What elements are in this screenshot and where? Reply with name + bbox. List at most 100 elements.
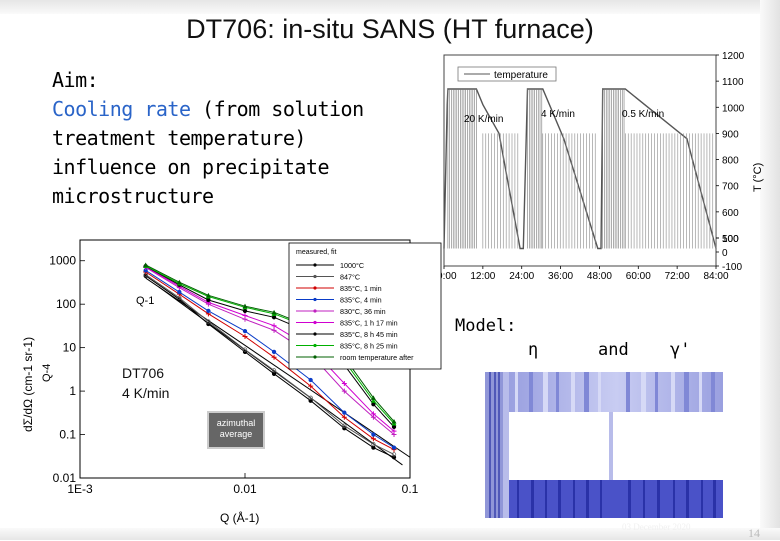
sans-data-point xyxy=(370,411,376,417)
sans-y-axis-label: dΣ/dΩ (cm-1 sr-1) xyxy=(21,337,35,432)
sans-data-point xyxy=(342,423,347,428)
azimuthal-average-label: azimuthal average xyxy=(216,418,256,439)
sans-data-point xyxy=(371,402,376,407)
model-stripe xyxy=(494,372,496,518)
model-stripe xyxy=(498,372,500,518)
temperature-y-tick-label: 600 xyxy=(722,208,739,219)
sans-data-point xyxy=(308,398,313,403)
sans-legend-marker xyxy=(313,332,317,336)
sans-data-point xyxy=(143,262,149,267)
temperature-x-tick-label: 60:00 xyxy=(626,271,651,282)
sans-data-point xyxy=(177,289,182,295)
model-stripe xyxy=(558,480,561,518)
sans-data-point xyxy=(206,319,211,324)
sans-data-point xyxy=(391,428,397,434)
model-stripe xyxy=(686,480,689,518)
sans-data-point xyxy=(341,414,347,420)
sans-data-point xyxy=(206,297,211,303)
sans-x-tick-label: 1E-3 xyxy=(67,482,93,496)
model-stripe xyxy=(586,480,589,518)
aim-line-3: influence on precipitate xyxy=(52,155,329,179)
aim-text-block: Aim: Cooling rate (from solution treatme… xyxy=(52,66,364,211)
sans-data-point xyxy=(242,334,248,340)
sans-legend-label: 835°C, 8 h 45 min xyxy=(340,330,398,339)
temperature-y-tick-label: 700 xyxy=(722,182,739,193)
temperature-legend-box xyxy=(457,66,557,82)
model-stripe xyxy=(573,480,575,518)
sans-data-point xyxy=(176,279,182,285)
sample-annotation: DT706 xyxy=(122,365,164,381)
sans-legend-label: 835°C, 1 h 17 min xyxy=(340,319,398,328)
sans-legend-label: 835°C, 1 min xyxy=(340,284,382,293)
model-stripe xyxy=(628,480,631,518)
sans-data-point xyxy=(242,308,248,314)
temperature-y-tick-label: 1000 xyxy=(722,103,745,114)
sans-y-tick-label: 1000 xyxy=(49,254,76,268)
sans-data-point xyxy=(371,445,376,450)
sans-y-tick-label: 1 xyxy=(69,384,76,398)
sans-data-point xyxy=(370,436,376,442)
model-stripe xyxy=(489,372,491,518)
sans-data-point xyxy=(391,455,397,460)
model-white-area-right xyxy=(613,412,723,480)
temperature-y-tick-label: 1100 xyxy=(722,77,744,88)
sans-x-tick-label: 0.01 xyxy=(233,482,257,496)
model-stripe xyxy=(556,372,559,412)
sans-data-point xyxy=(242,312,248,318)
model-stripe xyxy=(671,372,675,412)
temperature-x-tick-label: 48:00 xyxy=(587,271,612,282)
model-stripe xyxy=(531,480,534,518)
model-stripe xyxy=(515,372,518,412)
sans-legend-label: 835°C, 4 min xyxy=(340,296,382,305)
temperature-series xyxy=(443,88,717,250)
temperature-x-ticks: 00:00 12:00 24:00 36:00 48:00 60:00 72:00 84:00 xyxy=(436,266,729,282)
aim-line-1-rest: (from solution xyxy=(190,97,364,121)
rate-annotation: 4 K/min xyxy=(122,385,169,401)
sans-data-point xyxy=(308,383,314,389)
model-stripe xyxy=(543,372,548,412)
model-white-area-left xyxy=(509,412,609,480)
temperature-legend: temperature xyxy=(457,66,557,82)
aim-label: Aim: xyxy=(52,68,99,92)
model-stripe xyxy=(517,480,519,518)
aim-highlight: Cooling rate xyxy=(52,97,191,121)
sans-legend-label: 835°C, 8 h 25 min xyxy=(340,342,398,351)
aim-line-1: Cooling rate (from solution xyxy=(52,95,364,124)
temperature-x-tick-label: 36:00 xyxy=(548,271,573,282)
sans-x-tick-label: 0.1 xyxy=(402,482,419,496)
temperature-y-tick-label: 1200 xyxy=(722,52,745,62)
sans-data-point xyxy=(242,347,248,352)
q-minus-1-annotation: Q-1 xyxy=(136,295,154,307)
sans-data-point xyxy=(242,303,248,309)
sans-y-tick-label: 0.01 xyxy=(53,471,77,485)
slide-frame-top xyxy=(0,0,780,14)
sans-y-tick-label: 0.1 xyxy=(59,428,76,442)
sans-legend-marker xyxy=(313,286,317,290)
sans-data-point xyxy=(206,308,211,314)
sans-data-point xyxy=(370,398,376,403)
sans-data-point xyxy=(308,377,313,383)
sans-data-point xyxy=(341,380,347,386)
temperature-chart: temperature 20 K/min 4 K/min 0.5 K/min 0… xyxy=(436,52,764,282)
model-stripe xyxy=(571,372,575,412)
sans-data-point xyxy=(371,442,376,447)
temperature-y-tick-label: 800 xyxy=(722,156,739,167)
temperature-x-tick-label: 00:00 xyxy=(436,271,457,282)
slide-frame-right xyxy=(760,0,780,540)
temperature-y-tick-label: 100 xyxy=(722,234,739,245)
sans-y-tick-label: 10 xyxy=(63,341,77,355)
sans-data-point xyxy=(271,315,277,320)
rate-annotation-0-5: 0.5 K/min xyxy=(622,109,664,120)
sans-data-point xyxy=(271,323,277,329)
temperature-y-tick-label: 500 xyxy=(722,234,739,245)
sans-data-point xyxy=(271,371,277,376)
model-stripe xyxy=(643,480,645,518)
model-stripe xyxy=(600,480,602,518)
sans-legend-marker xyxy=(313,297,317,302)
sans-legend-label: 1000°C xyxy=(340,261,364,270)
sans-x-ticks: 1E-3 0.01 0.1 xyxy=(67,473,419,496)
model-stripe xyxy=(545,480,547,518)
sans-legend-marker xyxy=(313,263,317,267)
sans-data-point xyxy=(271,327,277,333)
